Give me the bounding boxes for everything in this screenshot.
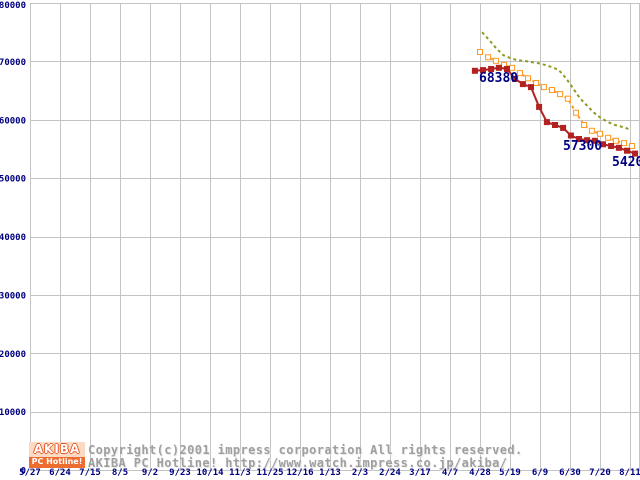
data-point-marker [512,75,519,82]
data-point-marker [591,137,598,144]
data-point-marker [509,64,516,71]
data-point-marker [608,143,615,149]
data-point-marker [588,127,595,134]
x-tick-label: 8/5 [112,468,128,478]
x-tick-label: 1/13 [319,468,341,478]
data-point-marker [492,57,499,64]
x-tick-label: 6/9 [532,468,548,478]
x-tick-label: 6/30 [559,468,581,478]
price-annotations: 68380 57300 54200 [479,71,640,170]
data-point-marker [516,70,523,77]
x-tick-label: 2/24 [379,468,401,478]
data-point-marker [581,122,588,128]
data-point-marker [519,81,526,88]
x-tick-label: 2/3 [352,468,368,478]
data-point-marker [629,143,636,149]
data-point-marker [615,144,622,151]
data-point-marker [552,122,558,128]
x-tick-label: 12/16 [286,468,313,478]
x-tick-label: 10/14 [196,468,224,478]
data-point-marker [621,140,627,147]
x-tick-label: 11/3 [229,468,251,478]
y-tick-label: 40000 [0,233,26,243]
data-point-marker [632,150,639,157]
data-point-marker [485,54,492,61]
x-tick-label: 7/20 [589,468,611,478]
data-point-marker [612,137,619,144]
data-point-marker [480,67,486,74]
data-point-marker [471,67,478,74]
data-point-marker [477,49,483,55]
pc-hotline-logo-text: PC Hotline! [29,457,85,468]
data-point-marker [488,66,495,72]
data-point-marker [495,64,502,71]
data-point-marker [525,75,531,82]
x-tick-label: 5/19 [499,468,521,478]
series-average-price [477,49,636,149]
copyright-line2: AKIBA PC Hotline! http://www.watch.impre… [88,456,508,470]
price-annotation: 68380 [479,71,518,86]
x-tick-label: 8/11 [619,468,640,478]
y-tick-label: 30000 [0,291,26,301]
y-tick-label: 70000 [0,58,26,68]
x-tick-label: 4/28 [469,468,491,478]
x-tick-label: 3/17 [409,468,431,478]
y-tick-label: 10000 [0,408,26,418]
data-point-marker [504,66,510,72]
data-point-marker [564,95,571,102]
x-tick-label: 5/27 [19,468,41,478]
data-point-marker [549,87,555,93]
y-tick-label: 20000 [0,350,26,360]
data-point-marker [560,124,567,131]
akiba-logo-text: AKIBA [29,442,85,457]
price-annotation: 54200 [612,155,640,170]
data-point-marker [528,84,534,91]
data-point-marker [584,137,591,144]
data-point-marker [533,80,540,86]
grid-lines [30,3,640,471]
series-highest-price [481,31,630,131]
data-point-marker [624,147,630,154]
data-point-marker [540,84,547,91]
y-axis-labels: 0 10000 20000 30000 40000 50000 60000 70000 8000… [0,1,26,477]
x-tick-label: 9/2 [142,468,158,478]
y-tick-label: 80000 [0,1,26,11]
x-axis-labels: 5/27 6/24 7/15 8/5 9/2 9/23 10/14 11/3 11/25 12/1… [19,468,640,478]
data-point-marker [576,136,582,142]
data-point-marker [557,91,564,98]
price-annotation: 57300 [563,139,602,154]
copyright-line1: Copyright(c)2001 impress corporation All… [88,443,523,457]
data-point-marker [536,103,543,110]
x-tick-label: 7/15 [79,468,101,478]
data-point-marker [600,141,606,148]
x-tick-label: 11/25 [256,468,283,478]
x-tick-label: 4/7 [442,468,458,478]
data-point-marker [605,134,612,141]
data-point-marker [597,130,603,137]
akiba-logo: AKIBA PC Hotline! [29,442,85,468]
data-point-marker [567,132,574,139]
x-tick-label: 9/23 [169,468,191,478]
y-tick-label: 0 [21,467,26,477]
y-tick-label: 50000 [0,175,26,185]
data-point-marker [573,109,579,116]
y-tick-label: 60000 [0,116,26,126]
series-lowest-price [471,64,639,157]
x-tick-label: 6/24 [49,468,71,478]
data-point-marker [543,119,550,126]
